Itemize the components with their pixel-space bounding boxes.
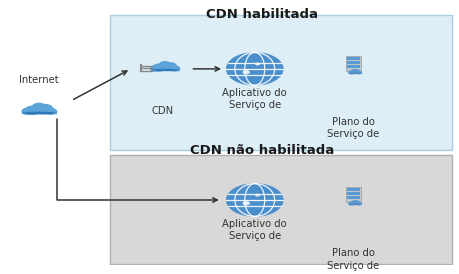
Text: Internet: Internet — [19, 75, 59, 85]
FancyBboxPatch shape — [347, 196, 360, 199]
FancyBboxPatch shape — [110, 15, 452, 150]
Circle shape — [349, 202, 353, 205]
Ellipse shape — [349, 73, 361, 74]
Text: CDN habilitada: CDN habilitada — [206, 8, 318, 21]
Text: CDN: CDN — [152, 106, 174, 116]
FancyBboxPatch shape — [347, 61, 360, 64]
Bar — [22, 110, 56, 113]
FancyBboxPatch shape — [346, 56, 361, 70]
FancyBboxPatch shape — [347, 188, 360, 191]
Circle shape — [354, 201, 360, 204]
Circle shape — [255, 62, 260, 65]
Circle shape — [33, 103, 45, 111]
Circle shape — [226, 184, 283, 216]
FancyBboxPatch shape — [347, 57, 360, 59]
Circle shape — [354, 70, 360, 73]
Ellipse shape — [22, 112, 56, 115]
Ellipse shape — [349, 204, 361, 205]
Circle shape — [357, 72, 361, 73]
Bar — [349, 72, 361, 73]
Circle shape — [353, 201, 357, 204]
Circle shape — [255, 194, 260, 196]
Circle shape — [37, 104, 53, 113]
Circle shape — [350, 202, 355, 205]
Bar — [151, 67, 179, 70]
Text: Plano do
Serviço de: Plano do Serviço de — [327, 117, 380, 139]
Text: Aplicativo do
Serviço de: Aplicativo do Serviço de — [223, 219, 287, 241]
Circle shape — [242, 70, 250, 74]
FancyBboxPatch shape — [110, 155, 452, 264]
Circle shape — [349, 72, 353, 73]
Circle shape — [22, 108, 33, 114]
Text: Plano do
Serviço de: Plano do Serviço de — [327, 248, 380, 271]
Circle shape — [350, 71, 355, 74]
Circle shape — [151, 66, 159, 71]
Circle shape — [159, 62, 171, 68]
FancyBboxPatch shape — [347, 192, 360, 195]
FancyBboxPatch shape — [346, 187, 361, 202]
Circle shape — [45, 108, 56, 114]
Text: Aplicativo do
Serviço de: Aplicativo do Serviço de — [223, 88, 287, 110]
Circle shape — [242, 201, 250, 206]
Circle shape — [163, 63, 177, 70]
Circle shape — [226, 52, 283, 85]
Circle shape — [357, 202, 361, 205]
Text: CDN não habilitada: CDN não habilitada — [190, 144, 334, 157]
Ellipse shape — [151, 69, 179, 71]
Circle shape — [353, 70, 357, 72]
Bar — [349, 203, 361, 204]
FancyBboxPatch shape — [347, 65, 360, 68]
Circle shape — [171, 66, 179, 71]
Circle shape — [25, 106, 39, 115]
Circle shape — [153, 64, 165, 71]
